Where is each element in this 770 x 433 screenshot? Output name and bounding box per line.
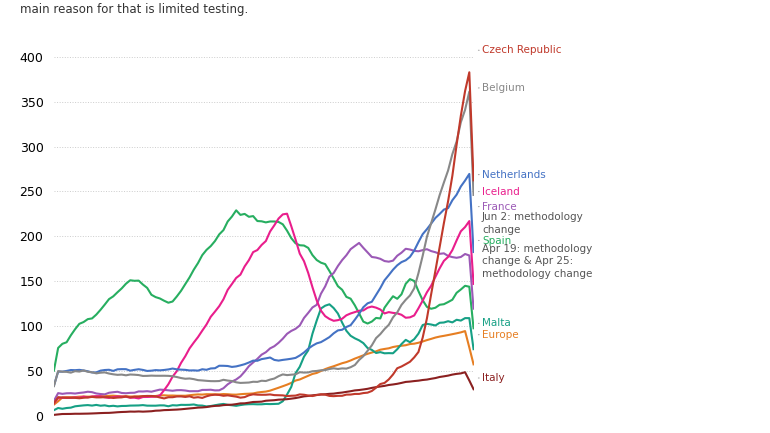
Text: Apr 19: methodology
change & Apr 25:
methodology change: Apr 19: methodology change & Apr 25: met… <box>482 244 592 278</box>
Text: France: France <box>482 202 517 212</box>
Text: Malta: Malta <box>482 318 511 328</box>
Text: main reason for that is limited testing.: main reason for that is limited testing. <box>20 3 249 16</box>
Text: Netherlands: Netherlands <box>482 170 546 180</box>
Text: Belgium: Belgium <box>482 83 525 93</box>
Text: Spain: Spain <box>482 236 511 246</box>
Text: Italy: Italy <box>482 373 504 383</box>
Text: Iceland: Iceland <box>482 187 520 197</box>
Text: Jun 2: methodology
change: Jun 2: methodology change <box>482 212 584 235</box>
Text: Europe: Europe <box>482 330 518 339</box>
Text: Czech Republic: Czech Republic <box>482 45 561 55</box>
